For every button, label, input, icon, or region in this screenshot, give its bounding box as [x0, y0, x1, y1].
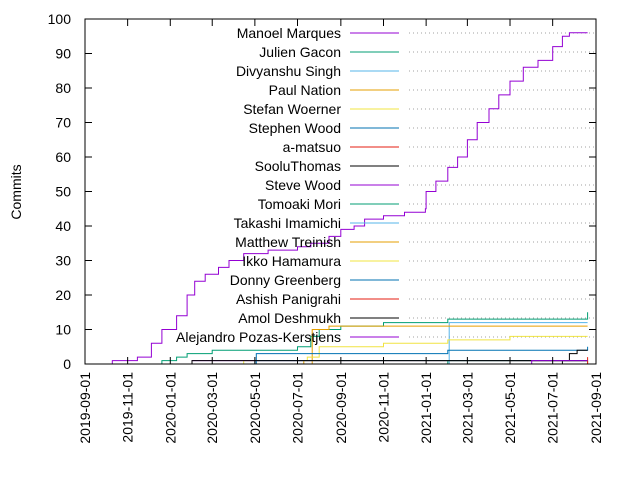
legend-label-9: Tomoaki Mori	[258, 196, 341, 212]
y-tick-label-40: 40	[55, 218, 71, 234]
x-tick-label-8: 2021-01-01	[418, 372, 434, 444]
series-line-16	[519, 360, 588, 365]
y-tick-labels: 0 10 20 30 40 50 60 70 80 90 100	[48, 11, 72, 372]
x-tick-label-9: 2021-03-01	[459, 372, 475, 444]
legend-label-0: Manoel Marques	[237, 25, 341, 41]
y-tick-label-10: 10	[55, 322, 71, 338]
legend-label-15: Amol Deshmukh	[238, 310, 341, 326]
series-line-2	[447, 322, 588, 365]
legend-label-16: Alejandro Pozas-Kerstjens	[176, 329, 341, 345]
series-line-14	[510, 360, 589, 365]
legend-label-8: Steve Wood	[265, 177, 341, 193]
series-line-0	[94, 32, 588, 365]
legend-label-4: Stefan Woerner	[243, 101, 341, 117]
x-tick-label-1: 2019-11-01	[120, 372, 136, 443]
x-tick-label-12: 2021-09-01	[588, 372, 604, 444]
series-line-9	[435, 360, 588, 365]
series-line-10	[361, 360, 589, 365]
x-tick-label-0: 2019-09-01	[77, 372, 93, 444]
x-tick-label-6: 2020-09-01	[333, 372, 349, 444]
legend-label-3: Paul Nation	[269, 82, 341, 98]
x-tick-label-3: 2020-03-01	[204, 372, 220, 444]
x-tick-label-2: 2020-01-01	[162, 372, 178, 444]
series-line-5	[254, 346, 589, 365]
y-tick-label-100: 100	[48, 11, 72, 27]
y-tick-label-90: 90	[55, 46, 71, 62]
y-tick-label-80: 80	[55, 80, 71, 96]
legend-label-11: Matthew Treinish	[235, 234, 341, 250]
x-tick-label-7: 2020-11-01	[375, 372, 391, 443]
x-tick-label-10: 2021-05-01	[502, 372, 518, 444]
y-tick-label-30: 30	[55, 253, 71, 269]
legend: Manoel Marques Julien Gacon Divyanshu Sing…	[176, 25, 399, 345]
series-line-7	[552, 349, 588, 365]
series-line-12	[467, 360, 589, 365]
legend-label-12: Ikko Hamamura	[242, 253, 341, 269]
x-tick-label-5: 2020-07-01	[290, 372, 306, 444]
y-axis-label: Commits	[8, 164, 24, 219]
legend-label-2: Divyanshu Singh	[236, 63, 341, 79]
y-tick-label-60: 60	[55, 149, 71, 165]
legend-dotted-guides	[409, 32, 596, 338]
y-tick-label-50: 50	[55, 184, 71, 200]
x-tick-label-11: 2021-07-01	[545, 372, 561, 444]
series-line-15	[170, 360, 588, 365]
y-tick-label-20: 20	[55, 287, 71, 303]
y-tick-label-70: 70	[55, 115, 71, 131]
legend-label-10: Takashi Imamichi	[234, 215, 341, 231]
legend-label-5: Stephen Wood	[249, 120, 341, 136]
series-line-8	[170, 360, 588, 365]
x-tick-labels: 2019-09-01 2019-11-01 2020-01-01 2020-03-01…	[77, 372, 604, 444]
series-lines	[94, 32, 589, 365]
legend-label-13: Donny Greenberg	[230, 272, 341, 288]
y-tick-label-0: 0	[63, 356, 71, 372]
legend-label-14: Ashish Panigrahi	[236, 291, 341, 307]
legend-label-7: SooluThomas	[255, 158, 341, 174]
legend-label-1: Julien Gacon	[259, 44, 341, 60]
axis-ticks	[84, 18, 597, 365]
legend-label-6: a-matsuo	[283, 139, 342, 155]
series-line-1	[154, 312, 589, 365]
x-tick-label-4: 2020-05-01	[247, 372, 263, 444]
series-line-13	[127, 360, 588, 365]
